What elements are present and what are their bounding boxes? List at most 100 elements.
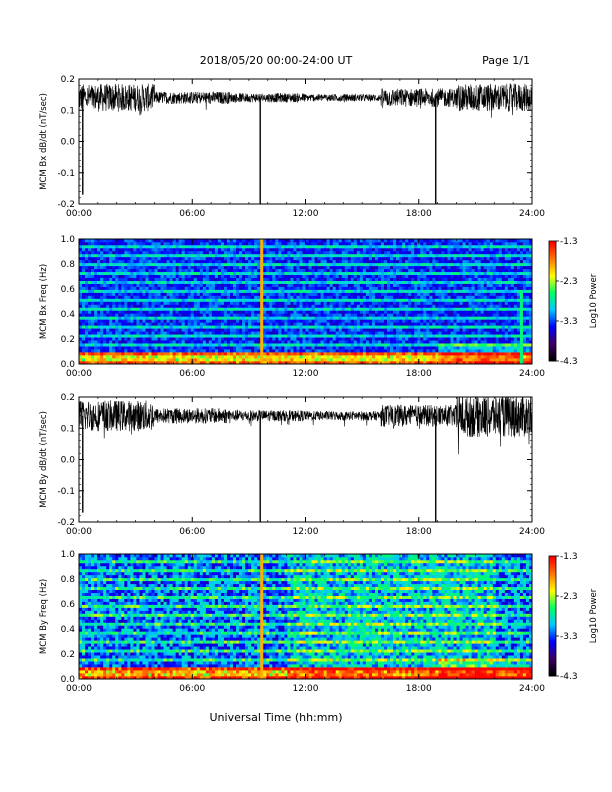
spectrogram-cell [112,283,116,287]
spectrogram-cell [390,316,394,320]
spectrogram-cell [368,322,373,326]
spectrogram-cell [106,331,110,335]
spectrogram-cell [305,286,309,290]
spectrogram-cell [381,310,385,314]
spectrogram-cell [320,331,324,335]
spectrogram-cell [341,331,346,335]
spectrogram-cell [148,277,152,281]
spectrogram-cell [459,343,463,347]
spectrogram-cell [522,304,527,308]
spectrogram-cell [115,319,119,323]
spectrogram-cell [483,307,487,311]
spectrogram-cell [326,355,330,359]
spectrogram-cell [236,298,240,302]
spectrogram-cell [486,271,491,276]
spectrogram-cell [335,316,340,320]
spectrogram-cell [223,337,228,341]
spectrogram-cell [263,316,267,320]
spectrogram-cell [136,352,140,356]
spectrogram-cell [405,277,409,281]
spectrogram-cell [438,280,442,284]
spectrogram-cell [453,280,457,284]
spectrogram-cell [365,340,370,344]
spectrogram-cell [242,343,246,347]
spectrogram-cell [356,307,361,311]
spectrogram-cell [226,343,231,347]
spectrogram-cell [88,355,92,359]
spectrogram-cell [136,292,140,296]
spectrogram-cell [341,304,346,308]
spectrogram-cell [145,283,149,287]
spectrogram-cell [166,355,170,359]
spectrogram-cell [199,304,204,308]
spectrogram-cell [474,343,478,347]
spectrogram-cell [341,313,346,317]
spectrogram-cell [387,325,391,329]
spectrogram-cell [220,280,225,284]
spectrogram-cell [82,337,86,341]
spectrogram-cell [190,352,195,356]
spectrogram-cell [88,331,92,335]
spectrogram-cell [284,325,288,329]
spectrogram-cell [362,313,367,317]
spectrogram-cell [432,292,436,296]
spectrogram-cell [414,352,418,356]
spectrogram-cell [79,325,83,329]
spectrogram-cell [151,355,155,359]
spectrogram-cell [362,337,367,341]
spectrogram-cell [88,349,92,353]
spectrogram-cell [384,346,388,350]
spectrogram-cell [486,355,491,359]
spectrogram-cell [287,280,291,284]
spectrogram-cell [495,355,500,359]
spectrogram-cell [82,319,86,323]
spectrogram-cell [226,292,231,296]
spectrogram-cell [317,352,321,356]
spectrogram-cell [471,280,475,284]
spectrogram-cell [462,280,466,284]
spectrogram-cell [193,271,198,276]
spectrogram-cell [236,295,240,299]
spectrogram-cell [435,361,439,365]
spectrogram-cell [513,292,518,296]
spectrogram-cell [91,355,95,359]
spectrogram-cell [109,346,113,350]
spectrogram-cell [226,337,231,341]
spectrogram-cell [417,349,421,353]
spectrogram-cell [459,331,463,335]
spectrogram-cell [344,274,349,278]
spectrogram-cell [193,304,198,308]
spectrogram-cell [211,274,216,278]
spectrogram-cell [94,337,98,341]
spectrogram-cell [344,343,349,347]
spectrogram-cell [402,283,406,287]
spectrogram-cell [486,274,491,278]
spectrogram-cell [504,334,509,338]
spectrogram-cell [305,289,309,293]
spectrogram-cell [245,307,249,311]
spectrogram-cell [420,328,424,332]
spectrogram-cell [426,319,430,323]
spectrogram-cell [405,310,409,314]
spectrogram-cell [387,340,391,344]
spectrogram-cell [305,355,309,359]
spectrogram-cell [242,274,246,278]
spectrogram-cell [435,310,439,314]
spectrogram-cell [97,331,101,335]
spectrogram-cell [414,343,418,347]
spectrogram-cell [196,280,201,284]
spectrogram-cell [522,328,527,332]
y-tick-label: 1.0 [61,235,76,245]
spectrogram-cell [525,316,530,320]
spectrogram-cell [471,349,475,353]
spectrogram-cell [169,307,173,311]
spectrogram-cell [97,286,101,290]
spectrogram-cell [124,319,128,323]
spectrogram-cell [112,349,116,353]
spectrogram-cell [233,277,237,281]
spectrogram-cell [308,343,312,347]
spectrogram-cell [426,277,430,281]
spectrogram-cell [269,319,273,323]
spectrogram-cell [169,280,173,284]
